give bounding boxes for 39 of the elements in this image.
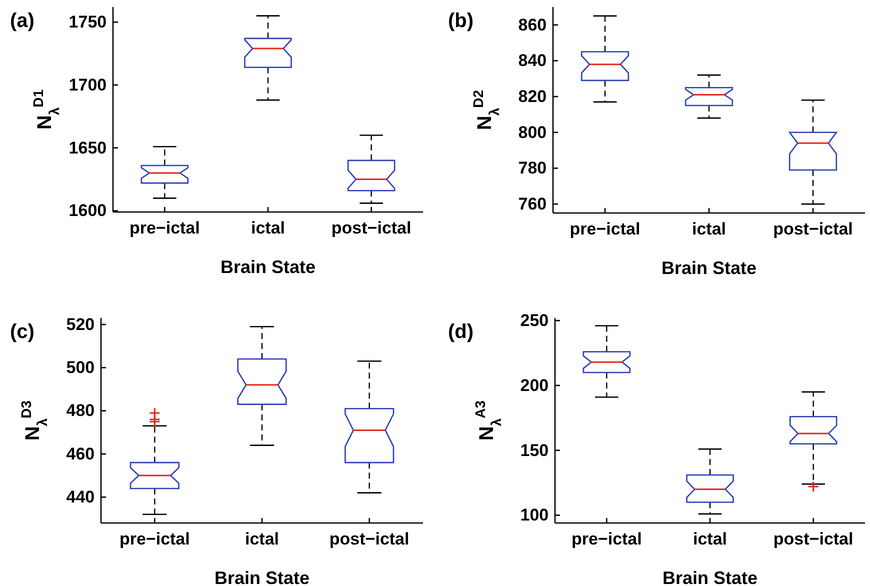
- y-tick-label: 800: [518, 122, 547, 142]
- chart-title: (d): [448, 321, 474, 343]
- y-tick-label: 860: [518, 15, 547, 34]
- y-tick-label: 500: [66, 358, 95, 378]
- chart-title: (b): [448, 10, 474, 32]
- y-tick-label: 1650: [68, 138, 107, 158]
- y-tick-label: 780: [518, 158, 547, 178]
- y-tick-label: 480: [66, 401, 95, 420]
- y-tick-label: 250: [520, 311, 549, 330]
- x-axis-title: Brain State: [662, 568, 758, 586]
- y-tick-label: 1600: [68, 201, 107, 220]
- chart-title: (c): [10, 321, 34, 343]
- y-tick-label: 1700: [68, 75, 107, 94]
- x-tick-label: post−ictal: [331, 218, 412, 238]
- x-tick-label: pre−ictal: [571, 530, 642, 549]
- x-tick-label: pre−ictal: [129, 218, 200, 238]
- x-axis-title: Brain State: [214, 568, 310, 586]
- y-tick-label: 520: [66, 314, 95, 334]
- x-tick-label: pre−ictal: [570, 220, 640, 239]
- x-tick-label: post−ictal: [773, 220, 853, 239]
- x-tick-label: pre−ictal: [119, 530, 190, 549]
- x-axis-title: Brain State: [661, 258, 757, 278]
- x-tick-label: ictal: [244, 530, 280, 549]
- y-tick-label: 840: [518, 51, 547, 70]
- y-tick-label: 440: [66, 488, 95, 507]
- x-tick-label: ictal: [250, 218, 286, 238]
- x-tick-label: ictal: [692, 530, 728, 549]
- y-tick-label: 820: [518, 87, 547, 106]
- y-tick-label: 100: [520, 506, 549, 525]
- chart-title: (a): [10, 10, 34, 32]
- y-tick-label: 1750: [68, 12, 107, 32]
- y-tick-label: 150: [520, 440, 549, 460]
- x-tick-label: post−ictal: [773, 530, 854, 549]
- x-axis-title: Brain State: [220, 257, 316, 277]
- y-tick-label: 460: [66, 444, 95, 464]
- x-tick-label: ictal: [692, 220, 726, 239]
- y-tick-label: 200: [520, 376, 549, 395]
- y-tick-label: 760: [518, 194, 547, 214]
- x-tick-label: post−ictal: [329, 530, 410, 549]
